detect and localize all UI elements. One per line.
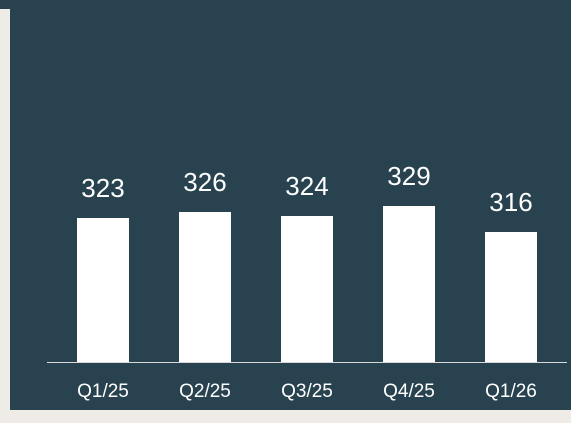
value-label: 323 bbox=[81, 173, 124, 203]
value-label: 329 bbox=[387, 161, 430, 191]
x-tick-label: Q2/25 bbox=[179, 381, 231, 402]
bar bbox=[485, 232, 537, 362]
x-tick-label: Q1/25 bbox=[77, 381, 129, 402]
bar bbox=[77, 218, 129, 362]
value-label: 324 bbox=[285, 171, 328, 201]
x-tick-label: Q4/25 bbox=[383, 381, 435, 402]
bar bbox=[281, 216, 333, 362]
bar bbox=[179, 212, 231, 362]
value-label: 326 bbox=[183, 167, 226, 197]
value-label: 316 bbox=[489, 187, 532, 217]
bar bbox=[383, 206, 435, 362]
x-tick-label: Q1/26 bbox=[485, 381, 537, 402]
x-tick-label: Q3/25 bbox=[281, 381, 333, 402]
